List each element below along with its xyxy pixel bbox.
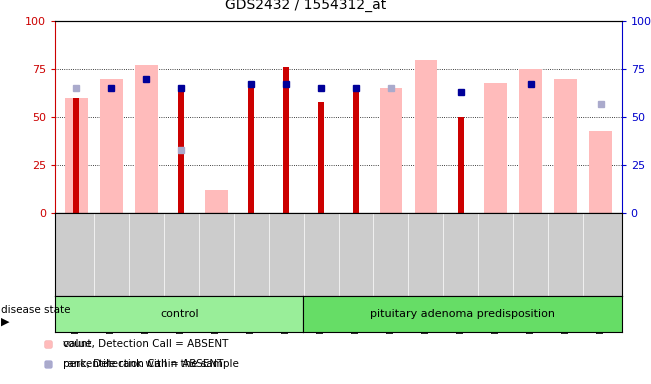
Text: count: count [62,339,92,349]
Bar [353,88,359,213]
Text: pituitary adenoma predisposition: pituitary adenoma predisposition [370,309,555,319]
Bar [519,69,542,213]
Text: value, Detection Call = ABSENT: value, Detection Call = ABSENT [62,339,228,349]
Bar [205,190,227,213]
Bar [178,88,184,213]
Bar [380,88,402,213]
Bar [318,102,324,213]
Bar [248,88,255,213]
Text: rank, Detection Call = ABSENT: rank, Detection Call = ABSENT [62,359,223,369]
Bar [589,131,612,213]
Bar [73,98,79,213]
Text: control: control [160,309,199,319]
Bar [555,79,577,213]
Text: percentile rank within the sample: percentile rank within the sample [62,359,238,369]
Bar [484,83,507,213]
Bar [65,98,88,213]
Bar [415,60,437,213]
Bar [458,117,464,213]
Text: disease state: disease state [1,305,71,315]
Text: ▶: ▶ [1,316,10,327]
Bar [135,65,158,213]
Bar [283,67,289,213]
Text: GDS2432 / 1554312_at: GDS2432 / 1554312_at [225,0,387,12]
Bar [100,79,122,213]
